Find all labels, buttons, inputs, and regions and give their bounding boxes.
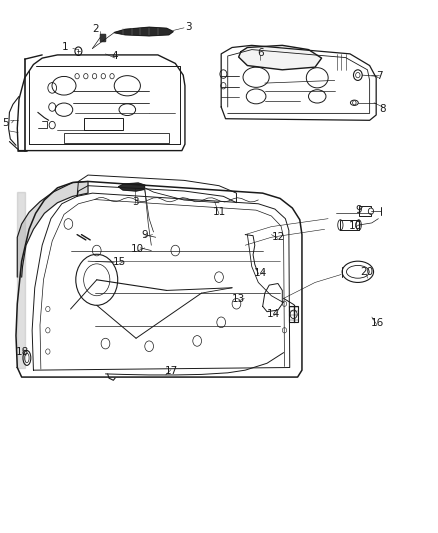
Polygon shape (17, 192, 25, 368)
Text: 1: 1 (62, 43, 69, 52)
Text: 17: 17 (164, 366, 177, 376)
Bar (100, 34, 106, 41)
Circle shape (46, 349, 50, 354)
Circle shape (356, 72, 360, 78)
Circle shape (92, 74, 97, 79)
Text: 10: 10 (131, 245, 144, 254)
Circle shape (75, 74, 79, 79)
Text: 12: 12 (271, 232, 285, 242)
Text: 14: 14 (267, 309, 280, 319)
Text: 2: 2 (92, 25, 99, 35)
Bar (359, 206, 371, 216)
Text: 9: 9 (355, 205, 362, 215)
Polygon shape (119, 183, 145, 191)
Circle shape (110, 74, 114, 79)
Text: 10: 10 (349, 221, 362, 231)
Circle shape (84, 74, 88, 79)
Polygon shape (114, 27, 173, 36)
Circle shape (46, 328, 50, 333)
Text: 3: 3 (132, 197, 138, 207)
Polygon shape (17, 181, 88, 277)
Text: 18: 18 (16, 346, 29, 357)
Circle shape (46, 306, 50, 312)
Text: 7: 7 (376, 71, 382, 81)
Text: 4: 4 (112, 51, 118, 61)
Text: 3: 3 (185, 22, 192, 32)
Bar (100, 34, 106, 41)
Text: 14: 14 (254, 268, 267, 278)
Text: 11: 11 (212, 207, 226, 217)
Bar (340, 220, 359, 230)
Circle shape (368, 208, 374, 214)
Text: 20: 20 (360, 268, 373, 277)
Text: 9: 9 (141, 230, 148, 240)
Circle shape (353, 101, 356, 105)
Text: 6: 6 (257, 48, 264, 58)
Text: 15: 15 (113, 257, 126, 267)
Circle shape (101, 74, 106, 79)
Text: 16: 16 (371, 318, 384, 328)
Polygon shape (239, 45, 321, 70)
Text: 13: 13 (232, 294, 245, 304)
Circle shape (283, 301, 287, 306)
Bar (84, 118, 123, 131)
Bar (289, 306, 298, 322)
Circle shape (283, 328, 287, 333)
Text: 5: 5 (2, 118, 8, 128)
Text: 8: 8 (379, 104, 386, 114)
Bar (64, 133, 169, 143)
